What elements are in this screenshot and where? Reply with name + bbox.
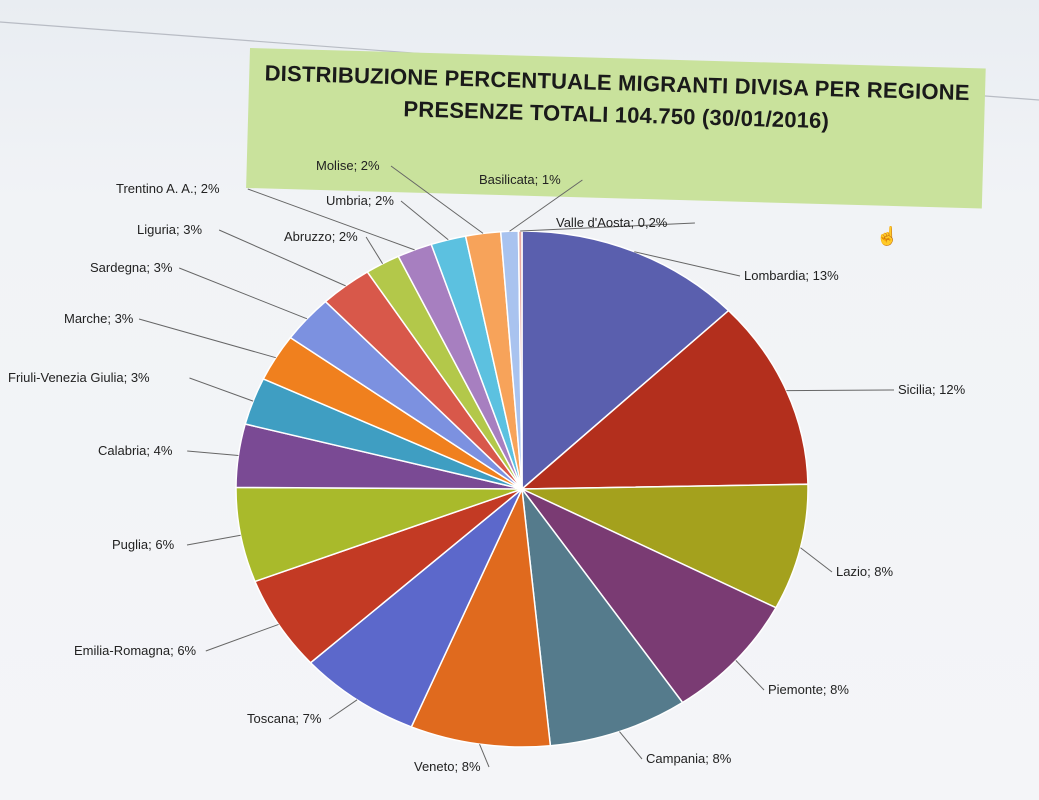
data-label: Lazio; 8% — [836, 564, 894, 579]
data-label: Campania; 8% — [646, 751, 732, 766]
leader-line — [328, 699, 358, 720]
data-label: Friuli-Venezia Giulia; 3% — [8, 370, 150, 385]
data-label: Molise; 2% — [316, 158, 380, 173]
leader-line — [187, 450, 239, 456]
leader-line — [619, 731, 643, 760]
leader-line — [138, 318, 276, 359]
hand-pointer-icon: ☝ — [876, 226, 899, 246]
pie-slice-lazio — [521, 483, 809, 609]
leader-line — [205, 623, 279, 652]
pie-slice-veneto — [410, 486, 552, 748]
leader-line — [179, 267, 308, 320]
leader-line — [400, 200, 449, 241]
data-label: Valle d'Aosta; 0,2% — [556, 215, 668, 230]
data-label: Marche; 3% — [64, 311, 134, 326]
leader-line — [218, 229, 346, 287]
pie-slice-sicilia — [519, 309, 809, 490]
leader-line — [735, 660, 765, 691]
data-label: Abruzzo; 2% — [284, 229, 358, 244]
pie-slice-toscana — [309, 488, 523, 728]
leader-line — [509, 179, 583, 232]
leader-line — [247, 188, 415, 251]
leader-line — [786, 389, 895, 392]
pie-slice-lombardia — [521, 230, 730, 491]
leader-line — [800, 547, 833, 573]
data-label: Puglia; 6% — [112, 537, 175, 552]
leader-line — [634, 251, 741, 277]
data-label: Sardegna; 3% — [90, 260, 173, 275]
leader-line — [365, 236, 384, 264]
leader-line — [189, 377, 254, 402]
data-label: Lombardia; 13% — [744, 268, 839, 283]
data-label: Emilia-Romagna; 6% — [74, 643, 197, 658]
data-label: Liguria; 3% — [137, 222, 202, 237]
data-label: Veneto; 8% — [414, 759, 481, 774]
leader-line — [479, 743, 490, 768]
data-label: Basilicata; 1% — [479, 172, 561, 187]
data-label: Umbria; 2% — [326, 193, 394, 208]
data-label: Piemonte; 8% — [768, 682, 849, 697]
leader-line — [186, 534, 241, 546]
data-label: Toscana; 7% — [247, 711, 322, 726]
data-label: Sicilia; 12% — [898, 382, 966, 397]
leader-line — [390, 165, 484, 234]
leader-line — [520, 222, 695, 232]
pie-slice-piemonte — [521, 488, 777, 704]
data-label: Trentino A. A.; 2% — [116, 181, 220, 196]
pie-slice-campania — [520, 486, 684, 747]
data-label: Calabria; 4% — [98, 443, 173, 458]
